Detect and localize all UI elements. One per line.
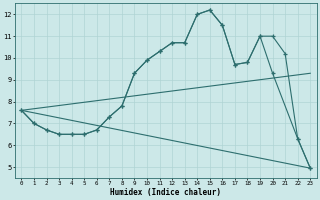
- X-axis label: Humidex (Indice chaleur): Humidex (Indice chaleur): [110, 188, 221, 197]
